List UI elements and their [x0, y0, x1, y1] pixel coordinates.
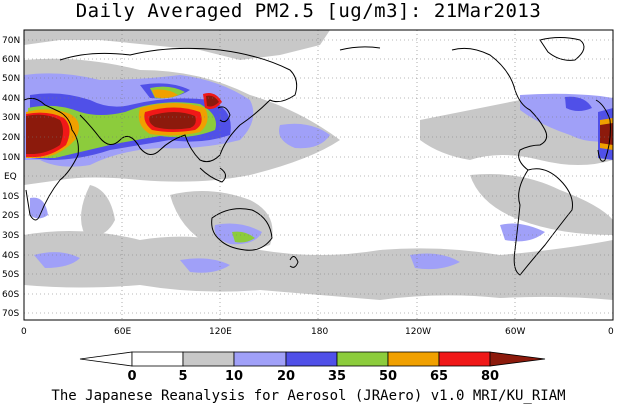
- lat-label: 40S: [2, 251, 19, 261]
- colorbar-high-arrow: [489, 351, 546, 367]
- lat-label: 70N: [2, 36, 20, 46]
- longitude-labels: 0 60E 120E 180 120W 60W 0: [21, 327, 614, 337]
- colorbar-level: 80: [481, 369, 499, 384]
- colorbar-low-arrow: [79, 351, 133, 367]
- lat-label: 20N: [2, 133, 20, 143]
- latitude-labels: 70N 60N 50N 40N 30N 20N 10N EQ 10S 20S 3…: [2, 36, 20, 319]
- map-title: Daily Averaged PM2.5 [ug/m3]: 21Mar2013: [75, 0, 542, 22]
- lon-label: 120W: [405, 327, 431, 337]
- colorbar-swatch: [131, 351, 184, 367]
- lat-label: 60N: [2, 55, 20, 65]
- colorbar-swatch: [387, 351, 440, 367]
- colorbar-level: 10: [225, 369, 243, 384]
- lat-label: 30N: [2, 113, 20, 123]
- lat-label: 20S: [2, 211, 19, 221]
- lon-label: 180: [311, 327, 328, 337]
- lon-label: 60E: [114, 327, 131, 337]
- footer-credit: The Japanese Reanalysis for Aerosol (JRA…: [51, 388, 566, 404]
- lat-label: 70S: [2, 309, 19, 319]
- map-frame: [23, 29, 614, 321]
- colorbar-swatch: [285, 351, 338, 367]
- colorbar-swatch: [182, 351, 235, 367]
- lat-label: EQ: [4, 172, 17, 182]
- colorbar: 0 5 10 20 35 50 65 80: [79, 351, 546, 384]
- colorbar-swatch: [438, 351, 491, 367]
- colorbar-swatch: [336, 351, 389, 367]
- colorbar-swatch: [233, 351, 287, 367]
- lat-label: 40N: [2, 94, 20, 104]
- colorbar-level: 50: [379, 369, 397, 384]
- colorbar-level: 65: [430, 369, 448, 384]
- colorbar-level: 35: [328, 369, 346, 384]
- lat-label: 30S: [2, 231, 19, 241]
- lon-label: 60W: [505, 327, 525, 337]
- lon-label: 0: [21, 327, 27, 337]
- colorbar-level: 0: [127, 369, 136, 384]
- lat-label: 60S: [2, 290, 19, 300]
- lat-label: 50N: [2, 74, 20, 84]
- colorbar-level: 5: [178, 369, 187, 384]
- concentration-field: [24, 30, 613, 320]
- graticule: [24, 30, 613, 320]
- lat-label: 10S: [2, 192, 19, 202]
- level-above-80-region: [26, 95, 613, 154]
- lat-label: 50S: [2, 270, 19, 280]
- lon-label: 0: [608, 327, 614, 337]
- lon-label: 120E: [209, 327, 232, 337]
- colorbar-level: 20: [277, 369, 295, 384]
- lat-label: 10N: [2, 153, 20, 163]
